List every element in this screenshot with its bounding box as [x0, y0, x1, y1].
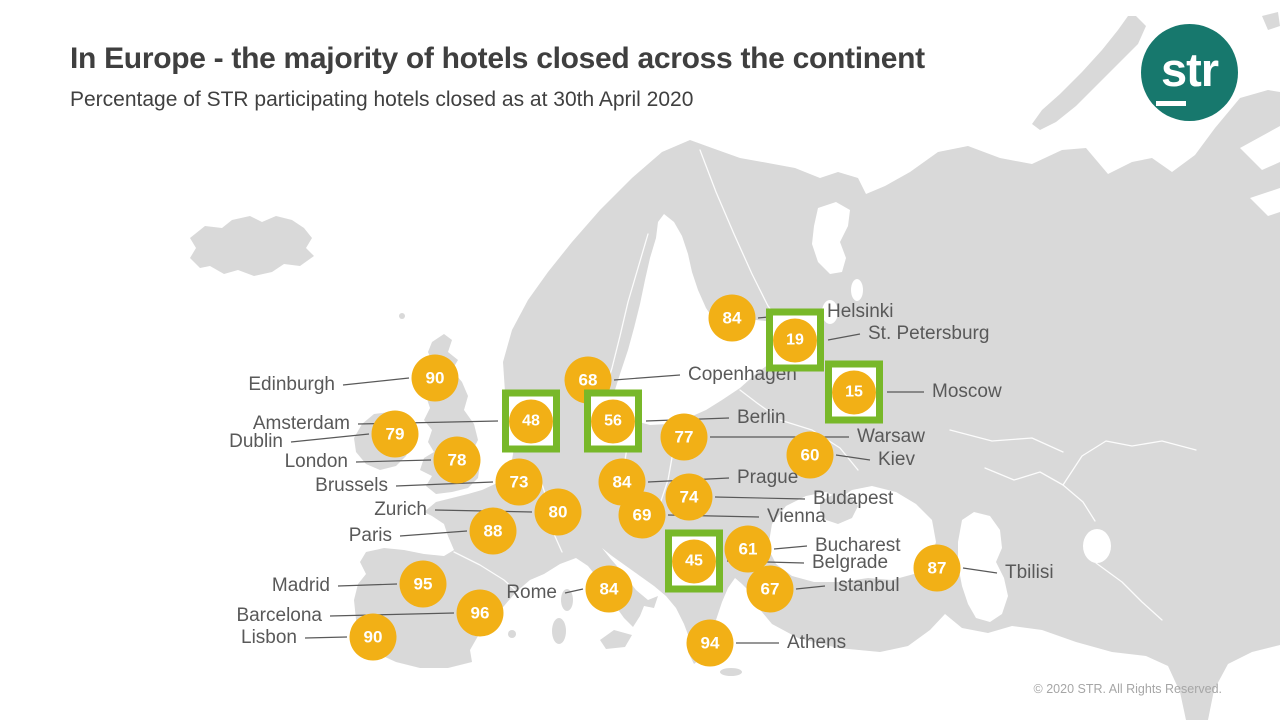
city-label-rome: Rome [506, 582, 557, 603]
white-sea [812, 202, 850, 274]
city-label-istanbul: Istanbul [833, 575, 900, 596]
island-iceland [190, 216, 314, 276]
slide-title: In Europe - the majority of hotels close… [70, 42, 925, 75]
value-badge-rome: 84 [585, 565, 633, 613]
leader-line-lisbon [304, 636, 348, 639]
leader-line-kiev [835, 454, 871, 461]
value-badge-london: 78 [433, 436, 481, 484]
landmass-continent [354, 90, 1280, 720]
leader-line-london [355, 459, 432, 463]
leader-line-budapest [714, 496, 806, 500]
value-badge-lisbon: 90 [349, 613, 397, 661]
gulf-of-ob [1240, 126, 1280, 170]
leader-line-rome [564, 588, 584, 594]
leader-line-tbilisi [962, 567, 998, 574]
leader-line-copenhagen [613, 374, 681, 381]
island-crete [720, 668, 742, 676]
city-label-zurich: Zurich [374, 499, 427, 520]
value-badge-bucharest: 61 [724, 525, 772, 573]
value-badge-kiev: 60 [786, 431, 834, 479]
lake-ladoga [822, 300, 838, 324]
str-logo-text: str [1160, 43, 1219, 96]
copyright-text: © 2020 STR. All Rights Reserved. [1033, 682, 1222, 696]
city-label-belgrade: Belgrade [812, 552, 889, 573]
city-label-st-petersburg: St. Petersburg [868, 323, 990, 344]
island-sardinia [552, 618, 566, 644]
highlight-box-amsterdam: 48 [502, 389, 560, 453]
value-badge-amsterdam: 48 [509, 399, 553, 443]
city-label-amsterdam: Amsterdam [252, 413, 350, 434]
city-label-kiev: Kiev [878, 449, 915, 470]
value-badge-madrid: 95 [399, 560, 447, 608]
leader-line-brussels [395, 481, 494, 487]
value-badge-vienna: 69 [618, 491, 666, 539]
city-label-warsaw: Warsaw [857, 426, 925, 447]
value-badge-moscow: 15 [832, 370, 876, 414]
city-label-edinburgh: Edinburgh [248, 374, 335, 395]
value-badge-athens: 94 [686, 619, 734, 667]
value-badge-istanbul: 67 [746, 565, 794, 613]
city-label-madrid: Madrid [271, 575, 330, 596]
black-sea [768, 486, 936, 582]
value-badge-zurich: 80 [534, 488, 582, 536]
city-label-brussels: Brussels [315, 475, 388, 496]
leader-line-st-petersburg [827, 333, 861, 341]
value-badge-barcelona: 96 [456, 589, 504, 637]
gulf-of-ob-2 [1250, 188, 1280, 216]
highlight-box-st-petersburg: 19 [766, 308, 824, 372]
island-balearic [508, 630, 516, 638]
highlight-box-moscow: 15 [825, 360, 883, 424]
leader-line-dublin [290, 433, 370, 443]
caspian-sea [958, 512, 1008, 622]
city-label-berlin: Berlin [737, 407, 786, 428]
city-label-helsinki: Helsinki [827, 301, 894, 322]
leader-line-bucharest [773, 545, 808, 550]
value-badge-paris: 88 [469, 507, 517, 555]
city-label-paris: Paris [348, 525, 392, 546]
value-badge-budapest: 74 [665, 473, 713, 521]
island-novaya-zemlya [1032, 16, 1146, 130]
crimea-peninsula [820, 494, 858, 524]
highlight-box-belgrade: 45 [665, 529, 723, 593]
value-badge-helsinki: 84 [708, 294, 756, 342]
city-label-tbilisi: Tbilisi [1005, 562, 1054, 583]
leader-line-madrid [337, 583, 398, 587]
city-label-vienna: Vienna [767, 506, 826, 527]
city-label-barcelona: Barcelona [236, 605, 322, 626]
value-badge-edinburgh: 90 [411, 354, 459, 402]
highlight-box-berlin: 56 [584, 389, 642, 453]
leader-line-paris [399, 530, 468, 537]
value-badge-belgrade: 45 [672, 539, 716, 583]
value-badge-warsaw: 77 [660, 413, 708, 461]
lake-onega [851, 279, 863, 301]
str-logo: str [1141, 24, 1238, 121]
island-corsica [561, 589, 573, 611]
leader-line-barcelona [329, 612, 455, 617]
value-badge-berlin: 56 [591, 399, 635, 443]
city-label-prague: Prague [737, 467, 799, 488]
value-badge-st-petersburg: 19 [773, 318, 817, 362]
city-label-lisbon: Lisbon [241, 627, 297, 648]
city-label-moscow: Moscow [932, 381, 1002, 402]
city-label-bucharest: Bucharest [815, 535, 901, 556]
aral-sea [1083, 529, 1111, 563]
city-label-london: London [284, 451, 348, 472]
slide-subtitle: Percentage of STR participating hotels c… [70, 88, 694, 111]
island-arctic-corner [1262, 12, 1280, 30]
island-faroe [399, 313, 405, 319]
city-label-dublin: Dublin [229, 431, 283, 452]
value-badge-tbilisi: 87 [913, 544, 961, 592]
city-label-athens: Athens [787, 632, 847, 653]
str-logo-underline [1156, 101, 1186, 106]
island-sicily [600, 630, 632, 649]
city-label-budapest: Budapest [813, 488, 894, 509]
leader-line-edinburgh [342, 377, 410, 386]
value-badge-brussels: 73 [495, 458, 543, 506]
value-badge-dublin: 79 [371, 410, 419, 458]
leader-line-istanbul [795, 585, 826, 590]
